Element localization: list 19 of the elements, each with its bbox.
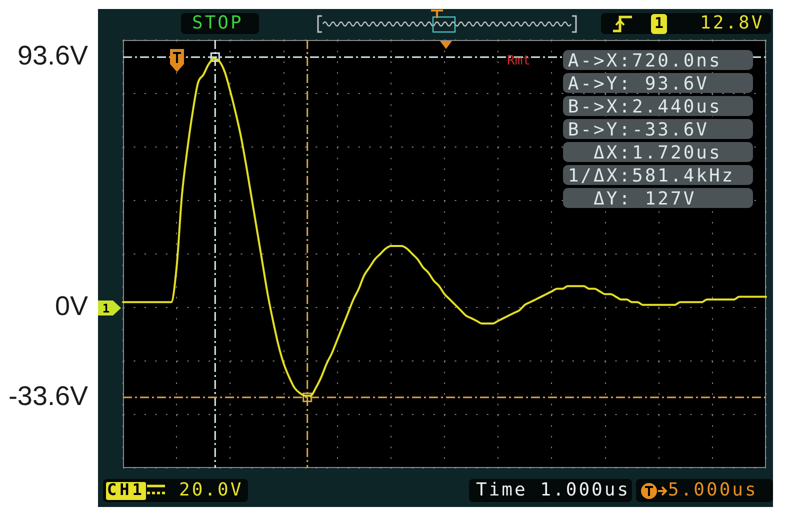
text: 5.000us — [668, 480, 758, 501]
annotation: 1/ΔX:581.4kHz — [568, 166, 735, 186]
annotation: A->Y: 93.6V — [568, 74, 710, 94]
annotation: ΔY: 127V — [593, 188, 696, 210]
channel-marker-icon: 1 — [98, 300, 122, 316]
text: 20.0V — [179, 480, 244, 501]
annotation: ΔX:1.720us — [593, 142, 722, 164]
text: CH1 — [107, 480, 145, 500]
annotation: Rmt — [507, 53, 530, 68]
annotation: B->Y:-33.6V — [568, 120, 710, 140]
annotation: A->X:720.0ns — [568, 50, 722, 72]
text: Time 1.000us — [476, 480, 630, 501]
text: STOP — [192, 12, 244, 34]
y-tick-label: 93.6V — [17, 40, 88, 71]
y-tick-label: 0V — [54, 290, 88, 321]
text: 1 — [654, 14, 664, 32]
y-tick-label: -33.6V — [8, 380, 88, 411]
annotation: B->X:2.440us — [568, 96, 722, 118]
text: 12.8V — [700, 12, 764, 34]
